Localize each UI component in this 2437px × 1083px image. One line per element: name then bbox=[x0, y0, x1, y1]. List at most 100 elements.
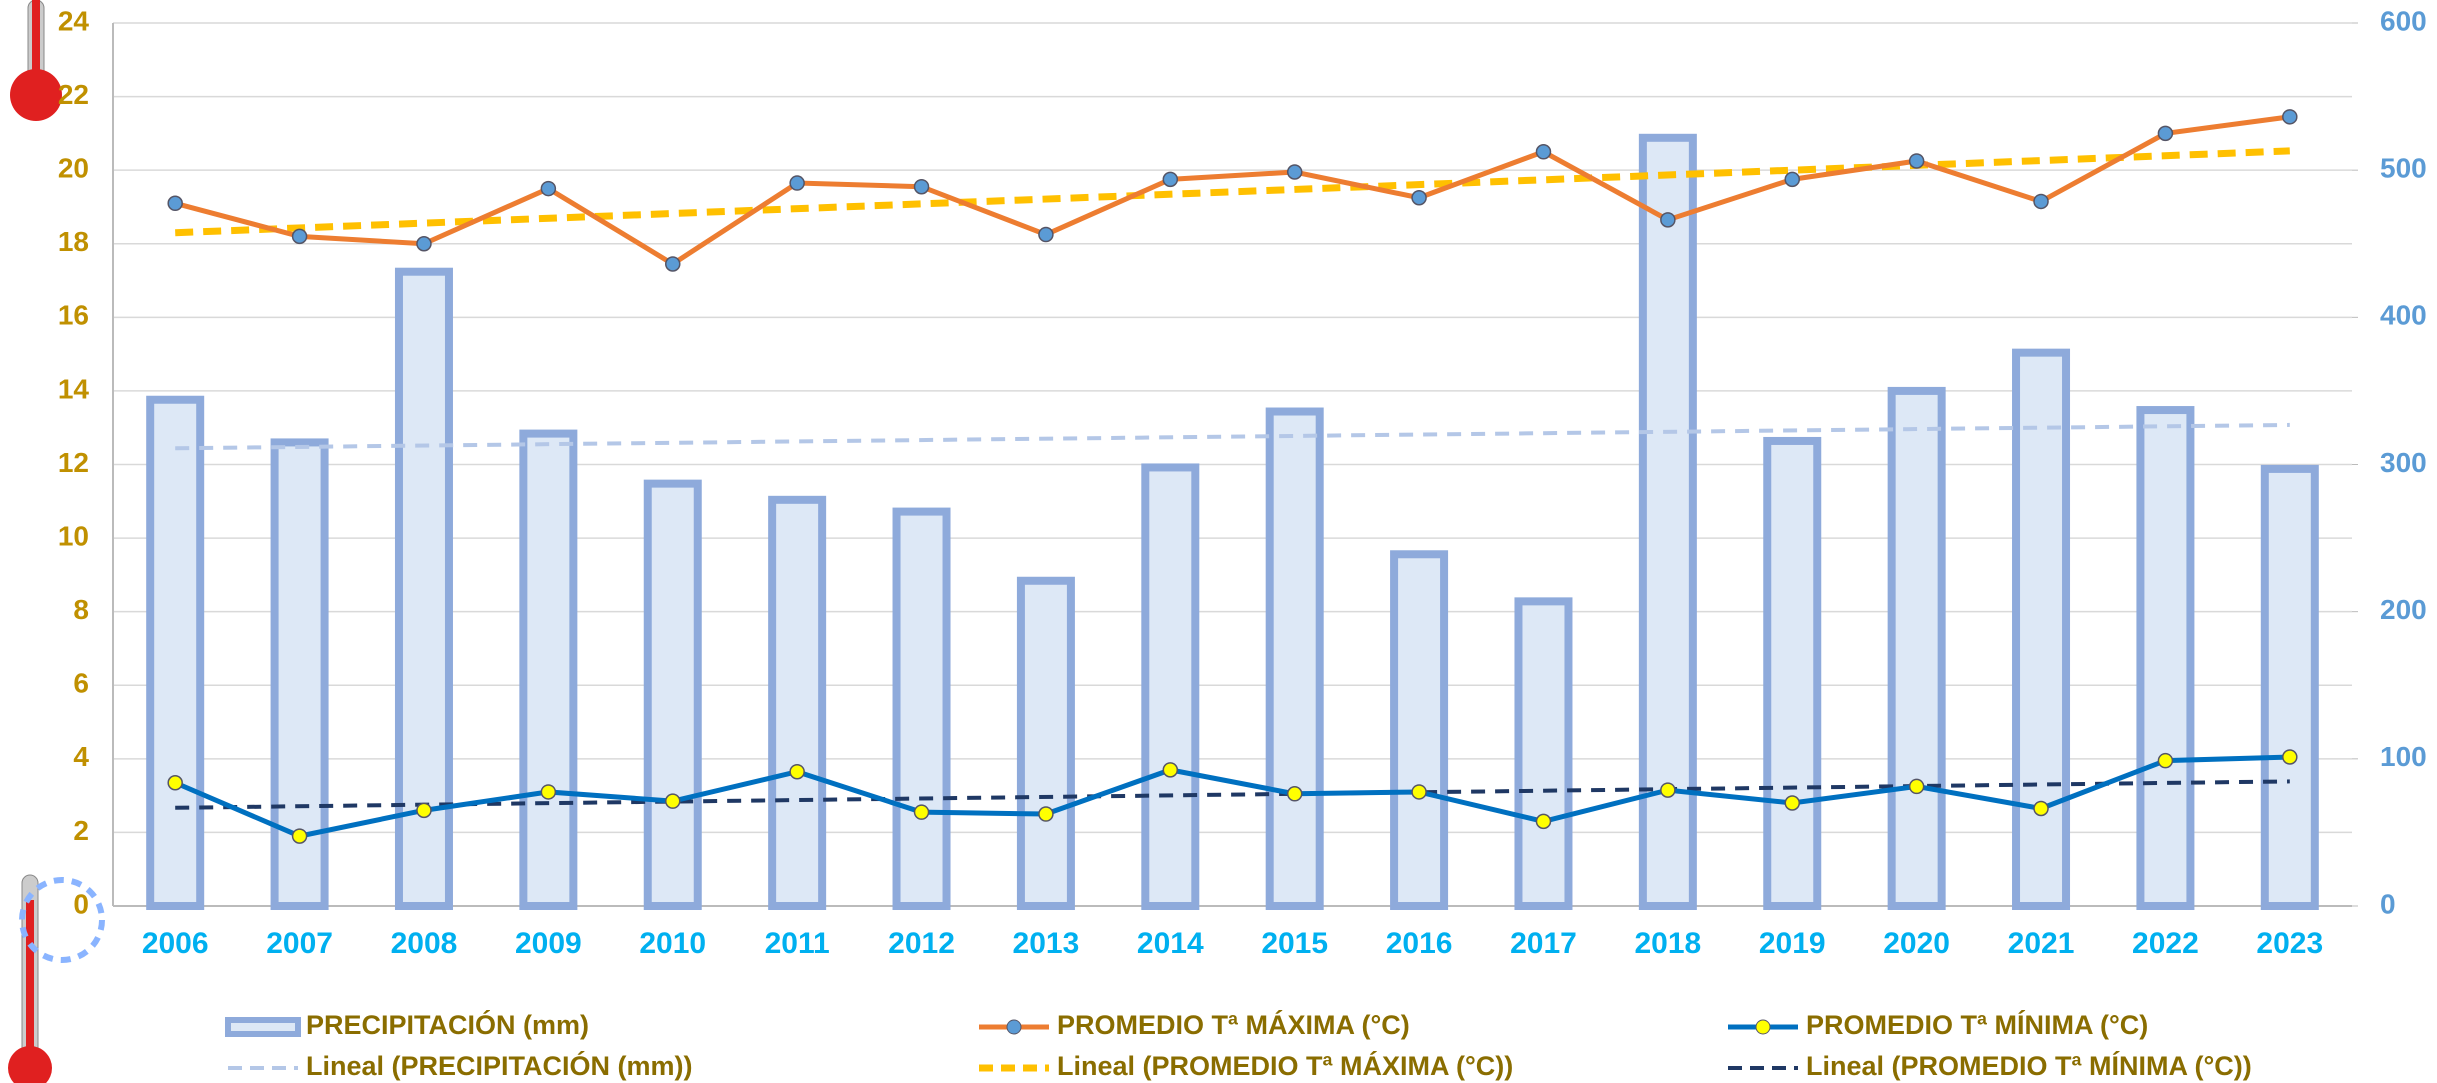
marker bbox=[1038, 806, 1054, 822]
x-tick-label: 2018 bbox=[1634, 927, 1701, 960]
x-tick-label: 2014 bbox=[1137, 927, 1204, 960]
marker bbox=[1784, 795, 1800, 811]
trend-line bbox=[175, 422, 2290, 451]
marker bbox=[1908, 153, 1925, 169]
y2-tick-label: 0 bbox=[2380, 888, 2396, 919]
bar bbox=[2012, 348, 2071, 910]
legend-label: PROMEDIO Tª MÍNIMA (°C) bbox=[1806, 1009, 2148, 1040]
y-tick-label: 14 bbox=[58, 373, 90, 404]
x-tick-label: 2015 bbox=[1261, 927, 1328, 960]
legend-swatch bbox=[225, 1017, 301, 1037]
marker bbox=[1908, 778, 1925, 795]
legend-label: PROMEDIO Tª MÁXIMA (°C) bbox=[1057, 1009, 1410, 1040]
line bbox=[174, 114, 2291, 267]
marker bbox=[1784, 171, 1800, 188]
legend-label: Lineal (PROMEDIO Tª MÍNIMA (°C)) bbox=[1806, 1050, 2252, 1081]
y-tick-label: 16 bbox=[58, 300, 89, 331]
marker bbox=[167, 774, 183, 791]
thermometer-cold bbox=[8, 874, 105, 1083]
y-tick-label: 4 bbox=[73, 741, 89, 772]
marker bbox=[1286, 786, 1303, 802]
bar bbox=[519, 429, 578, 910]
bar bbox=[892, 507, 951, 910]
marker bbox=[1535, 144, 1552, 160]
x-tick-label: 2019 bbox=[1759, 927, 1826, 960]
bar bbox=[146, 395, 205, 910]
marker bbox=[789, 763, 805, 780]
x-tick-label: 2021 bbox=[2008, 927, 2075, 960]
x-tick-label: 2020 bbox=[1883, 927, 1950, 960]
line bbox=[174, 754, 2290, 839]
marker bbox=[789, 175, 805, 191]
marker bbox=[1660, 212, 1676, 228]
x-tick-label: 2017 bbox=[1510, 927, 1577, 960]
trend-line bbox=[175, 147, 2290, 237]
y2-tick-label: 300 bbox=[2380, 447, 2427, 478]
marker bbox=[913, 178, 930, 195]
bar bbox=[768, 495, 827, 910]
marker bbox=[665, 256, 681, 272]
bar bbox=[1514, 597, 1573, 910]
x-tick-label: 2007 bbox=[266, 927, 333, 960]
marker bbox=[2033, 800, 2049, 817]
legend-marker bbox=[1006, 1019, 1022, 1035]
marker bbox=[167, 195, 183, 212]
marker bbox=[1411, 190, 1427, 206]
marker bbox=[2033, 193, 2049, 210]
marker bbox=[1411, 784, 1427, 800]
y2-tick-label: 600 bbox=[2380, 5, 2427, 36]
bar bbox=[1390, 550, 1449, 910]
x-tick-label: 2023 bbox=[2256, 927, 2323, 960]
y2-tick-label: 100 bbox=[2380, 741, 2427, 772]
bar bbox=[1887, 386, 1946, 910]
x-tick-label: 2013 bbox=[1013, 927, 1080, 960]
marker bbox=[2282, 109, 2298, 125]
bar bbox=[1141, 463, 1200, 910]
y-tick-label: 24 bbox=[58, 5, 90, 36]
bar bbox=[643, 479, 702, 910]
marker bbox=[540, 784, 557, 800]
y-tick-label: 18 bbox=[58, 226, 89, 257]
bar bbox=[2260, 464, 2319, 910]
marker bbox=[540, 180, 557, 197]
thermometer-hot bbox=[10, 0, 62, 121]
bar bbox=[1016, 576, 1075, 910]
x-tick-label: 2006 bbox=[142, 927, 209, 960]
y-tick-label: 8 bbox=[73, 594, 89, 625]
marker bbox=[665, 793, 681, 809]
x-tick-label: 2011 bbox=[765, 927, 830, 960]
legend-label: Lineal (PROMEDIO Tª MÁXIMA (°C)) bbox=[1057, 1050, 1513, 1081]
legend-label: Lineal (PRECIPITACIÓN (mm)) bbox=[306, 1050, 693, 1081]
marker bbox=[2282, 749, 2298, 765]
legend-marker bbox=[1755, 1019, 1771, 1035]
marker bbox=[1535, 813, 1552, 830]
x-tick-label: 2010 bbox=[639, 927, 706, 960]
marker bbox=[1162, 171, 1179, 188]
bar bbox=[1638, 133, 1697, 911]
marker bbox=[1660, 782, 1676, 798]
y-tick-label: 2 bbox=[73, 815, 89, 846]
bar bbox=[1265, 407, 1324, 910]
bar bbox=[2136, 406, 2195, 910]
y-tick-label: 22 bbox=[58, 79, 89, 110]
y2-tick-label: 500 bbox=[2380, 153, 2427, 184]
x-tick-label: 2008 bbox=[391, 927, 458, 960]
marker bbox=[1038, 226, 1054, 243]
legend-label: PRECIPITACIÓN (mm) bbox=[306, 1009, 589, 1040]
marker bbox=[2157, 752, 2174, 769]
y-tick-label: 0 bbox=[73, 888, 89, 919]
y-tick-label: 12 bbox=[58, 447, 89, 478]
marker bbox=[416, 236, 432, 252]
marker bbox=[416, 802, 432, 819]
y2-tick-label: 400 bbox=[2380, 300, 2427, 331]
marker bbox=[913, 804, 930, 820]
marker bbox=[1162, 762, 1179, 778]
bar bbox=[1763, 436, 1822, 910]
marker bbox=[1286, 164, 1303, 180]
x-tick-label: 2016 bbox=[1386, 927, 1453, 960]
x-tick-label: 2022 bbox=[2132, 927, 2199, 960]
x-tick-label: 2012 bbox=[888, 927, 955, 960]
y-tick-label: 6 bbox=[73, 668, 89, 699]
